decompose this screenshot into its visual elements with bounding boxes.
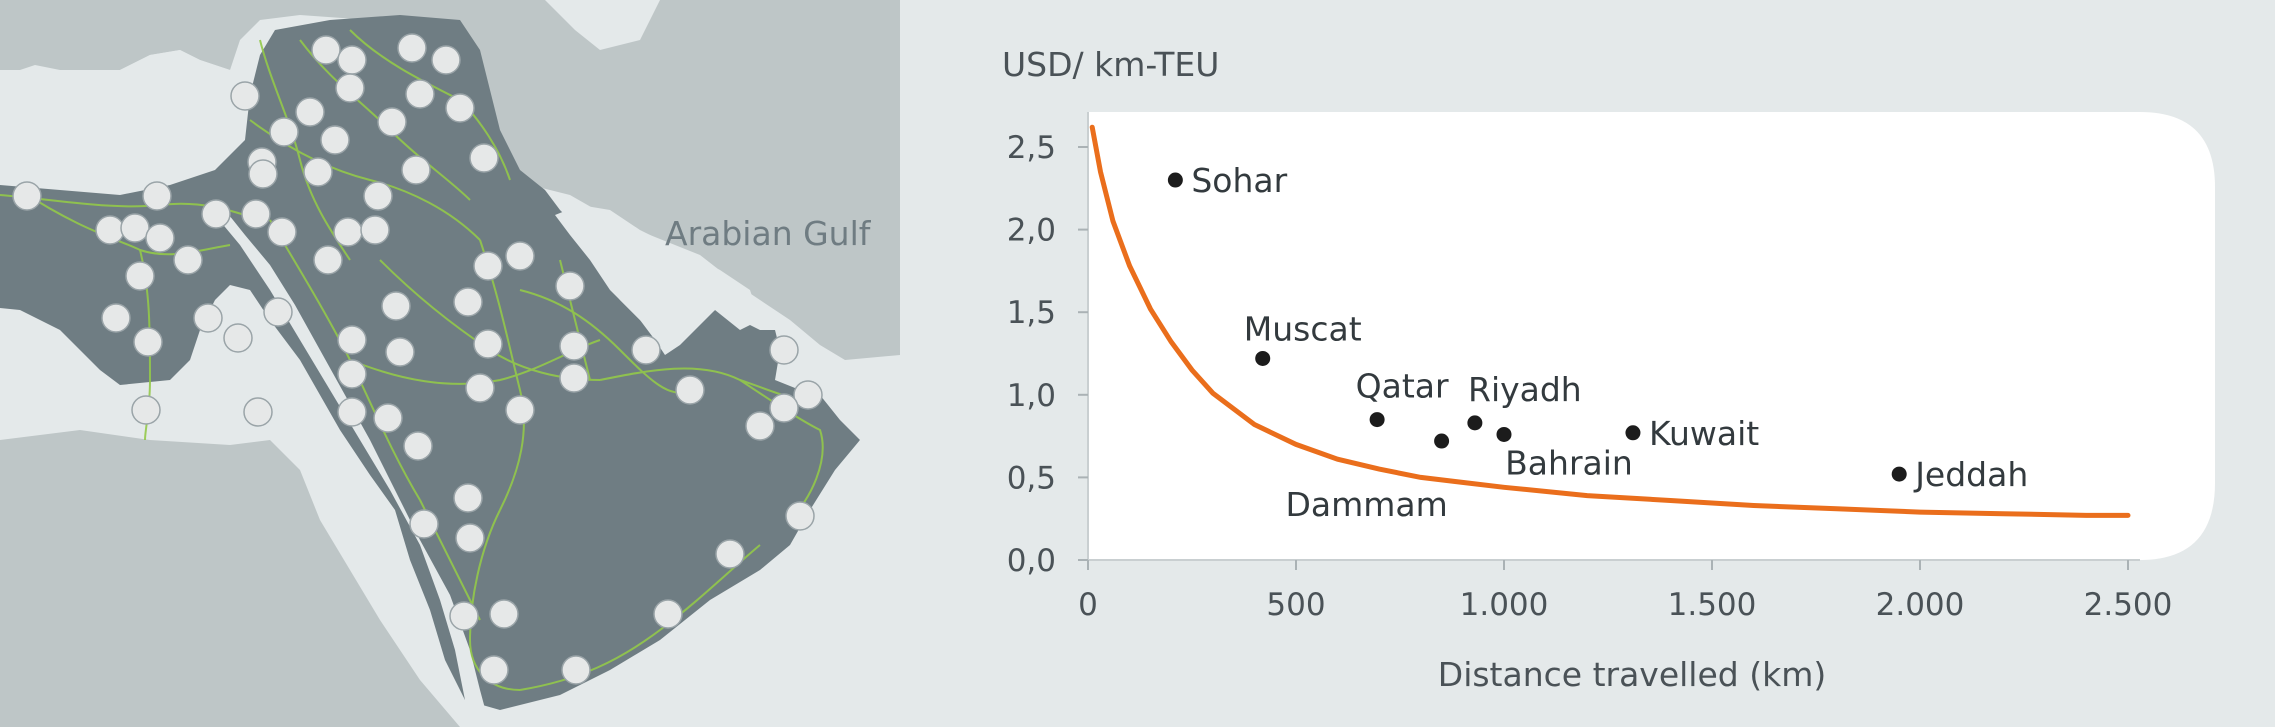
neighbour-land-north <box>0 0 900 360</box>
y-tick-labels: 0,0 0,5 1,0 1,5 2,0 2,5 <box>1007 130 1088 579</box>
point-label-sohar: Sohar <box>1191 161 1287 200</box>
data-point-muscat <box>1255 350 1271 366</box>
x-axis-title: Distance travelled (km) <box>1438 655 1826 694</box>
y-tick-label: 0,5 <box>1007 460 1056 496</box>
y-tick-label: 1,5 <box>1007 295 1056 331</box>
cost-curve <box>1089 124 2131 518</box>
y-tick-label: 1,0 <box>1007 378 1056 414</box>
x-tick-label: 2.500 <box>2084 587 2173 623</box>
data-point-bahrain <box>1496 426 1512 442</box>
y-tick-label: 2,5 <box>1007 130 1056 166</box>
gulf-sea <box>555 205 760 350</box>
point-label-muscat: Muscat <box>1244 309 1362 348</box>
gulf-label: Arabian Gulf <box>665 214 872 253</box>
point-label-riyadh: Riyadh <box>1468 370 1582 409</box>
point-label-jeddah: Jeddah <box>1913 455 2028 494</box>
arabian-peninsula <box>0 15 860 710</box>
map-nodes <box>12 33 823 685</box>
data-point-kuwait <box>1625 425 1641 441</box>
y-tick-label: 0,0 <box>1007 543 1056 579</box>
data-point-sohar <box>1167 172 1183 188</box>
point-label-qatar: Qatar <box>1356 367 1449 406</box>
data-point-riyadh <box>1467 415 1483 431</box>
x-tick-label: 1.000 <box>1460 587 1549 623</box>
x-tick-label: 2.000 <box>1876 587 1965 623</box>
x-tick-labels: 0 500 1.000 1.500 2.000 2.500 <box>1078 560 2172 623</box>
y-tick-label: 2,0 <box>1007 213 1056 249</box>
arabian-sea <box>470 440 900 727</box>
x-tick-label: 500 <box>1266 587 1325 623</box>
data-point-jeddah <box>1891 466 1907 482</box>
point-label-kuwait: Kuwait <box>1649 414 1759 453</box>
axes <box>1087 112 2140 561</box>
y-axis-title: USD/ km-TEU <box>1002 45 1219 84</box>
data-point-dammam <box>1434 433 1450 449</box>
x-tick-label: 0 <box>1078 587 1098 623</box>
data-points: Sohar Muscat Qatar Dammam Riyadh Bahrain Kuwai… <box>1167 161 2028 524</box>
point-label-dammam: Dammam <box>1285 485 1447 524</box>
plot-area <box>1088 112 2215 560</box>
point-label-bahrain: Bahrain <box>1505 443 1633 482</box>
data-point-qatar <box>1369 412 1385 428</box>
neighbour-land-west <box>0 430 460 727</box>
red-sea <box>215 210 490 727</box>
sea-north <box>0 50 245 190</box>
x-tick-label: 1.500 <box>1668 587 1757 623</box>
